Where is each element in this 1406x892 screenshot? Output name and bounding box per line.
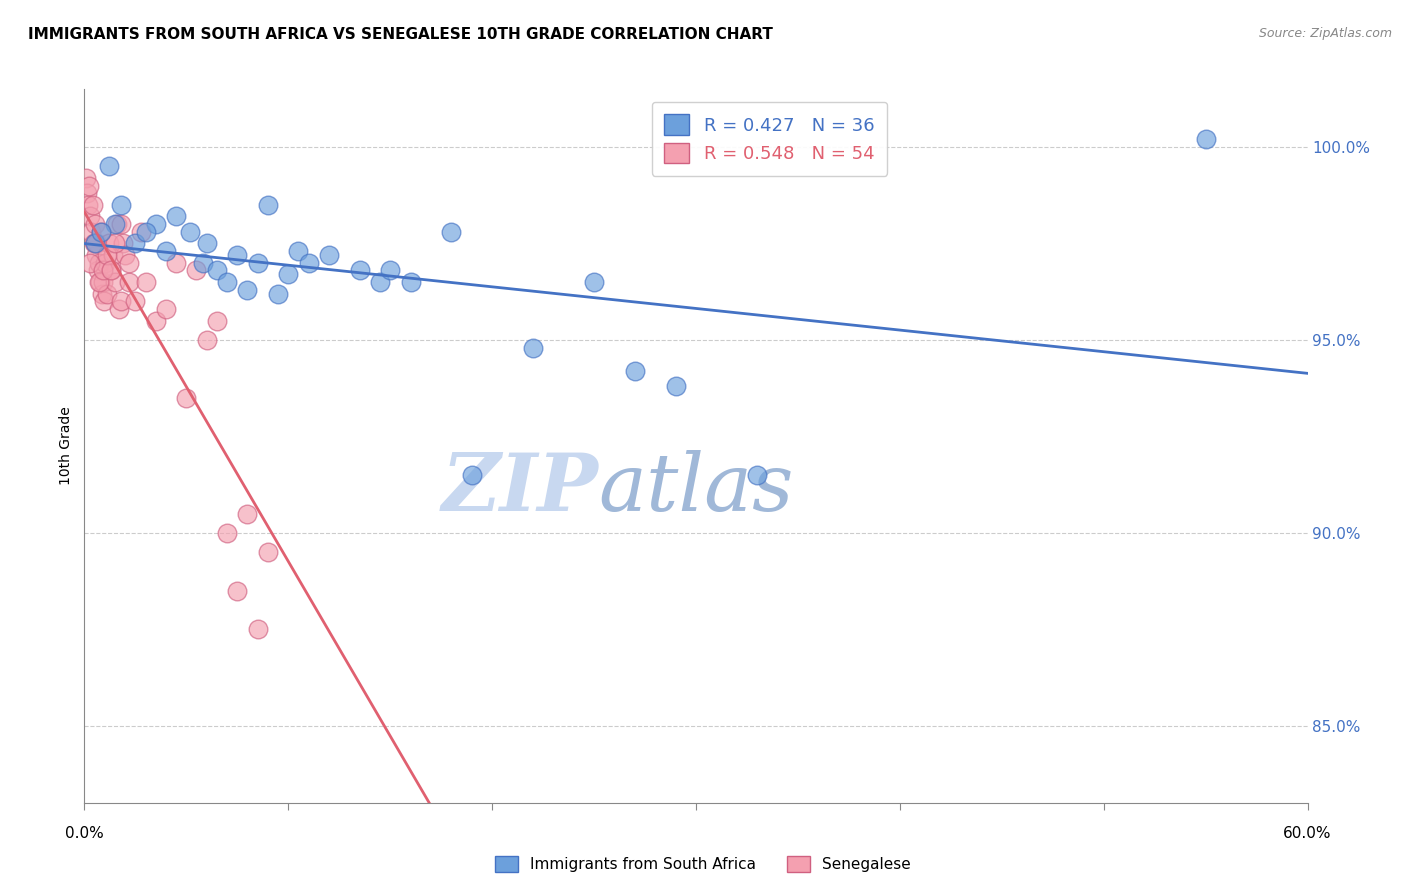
Point — [195, 236, 218, 251]
Point — [86, 236, 108, 251]
Point — [79, 256, 101, 270]
Point — [583, 275, 606, 289]
Point — [79, 178, 101, 193]
Point — [186, 263, 208, 277]
Point — [217, 275, 239, 289]
Point — [257, 545, 280, 559]
Point — [110, 217, 132, 231]
Point — [522, 341, 544, 355]
Text: atlas: atlas — [598, 450, 793, 527]
Point — [114, 248, 136, 262]
Point — [205, 313, 228, 327]
Legend: R = 0.427   N = 36, R = 0.548   N = 54: R = 0.427 N = 36, R = 0.548 N = 54 — [651, 102, 887, 176]
Point — [165, 210, 187, 224]
Point — [79, 210, 101, 224]
Point — [155, 244, 177, 259]
Text: 0.0%: 0.0% — [65, 826, 104, 841]
Point — [112, 236, 135, 251]
Point — [83, 236, 105, 251]
Point — [104, 236, 127, 251]
Point — [368, 275, 391, 289]
Point — [83, 236, 105, 251]
Point — [96, 286, 118, 301]
Point — [135, 275, 157, 289]
Point — [165, 256, 187, 270]
Point — [145, 313, 167, 327]
Point — [91, 263, 114, 277]
Point — [124, 236, 146, 251]
Point — [131, 225, 153, 239]
Point — [246, 622, 269, 636]
Point — [257, 198, 280, 212]
Point — [124, 294, 146, 309]
Point — [86, 263, 108, 277]
Point — [267, 286, 290, 301]
Point — [287, 244, 309, 259]
Point — [179, 225, 201, 239]
Point — [174, 391, 197, 405]
Point — [246, 256, 269, 270]
Text: IMMIGRANTS FROM SOUTH AFRICA VS SENEGALESE 10TH GRADE CORRELATION CHART: IMMIGRANTS FROM SOUTH AFRICA VS SENEGALE… — [28, 27, 773, 42]
Point — [191, 256, 214, 270]
Point — [100, 263, 122, 277]
Point — [135, 225, 157, 239]
Point — [91, 275, 114, 289]
Point — [82, 198, 104, 212]
Point — [145, 217, 167, 231]
Point — [155, 301, 177, 316]
Point — [93, 294, 115, 309]
Point — [77, 198, 100, 212]
Point — [318, 248, 340, 262]
Point — [83, 217, 105, 231]
Point — [380, 263, 402, 277]
Point — [87, 256, 110, 270]
Point — [76, 186, 98, 201]
Point — [108, 301, 131, 316]
Text: Source: ZipAtlas.com: Source: ZipAtlas.com — [1258, 27, 1392, 40]
Point — [104, 217, 127, 231]
Point — [97, 159, 120, 173]
Point — [226, 248, 249, 262]
Point — [195, 333, 218, 347]
Point — [1195, 132, 1218, 146]
Point — [624, 364, 647, 378]
Point — [236, 507, 259, 521]
Point — [118, 275, 141, 289]
Point — [75, 170, 97, 185]
Point — [90, 286, 112, 301]
Point — [89, 275, 111, 289]
Point — [399, 275, 422, 289]
Point — [110, 198, 132, 212]
Point — [100, 263, 122, 277]
Legend: Immigrants from South Africa, Senegalese: Immigrants from South Africa, Senegalese — [488, 848, 918, 880]
Point — [101, 248, 124, 262]
Point — [118, 256, 141, 270]
Point — [217, 525, 239, 540]
Point — [461, 467, 484, 482]
Point — [93, 256, 117, 270]
Point — [104, 275, 127, 289]
Point — [440, 225, 463, 239]
Point — [226, 583, 249, 598]
Point — [236, 283, 259, 297]
Point — [80, 225, 103, 239]
Point — [90, 225, 112, 239]
Point — [84, 248, 107, 262]
Point — [96, 248, 118, 262]
Point — [90, 225, 112, 239]
Point — [277, 268, 299, 282]
Point — [205, 263, 228, 277]
Point — [97, 236, 120, 251]
Point — [105, 217, 128, 231]
Point — [349, 263, 371, 277]
Point — [298, 256, 321, 270]
Point — [110, 294, 132, 309]
Text: ZIP: ZIP — [441, 450, 598, 527]
Text: 60.0%: 60.0% — [1284, 826, 1331, 841]
Point — [665, 379, 688, 393]
Point — [747, 467, 769, 482]
Point — [87, 275, 110, 289]
Point — [83, 236, 105, 251]
Y-axis label: 10th Grade: 10th Grade — [59, 407, 73, 485]
